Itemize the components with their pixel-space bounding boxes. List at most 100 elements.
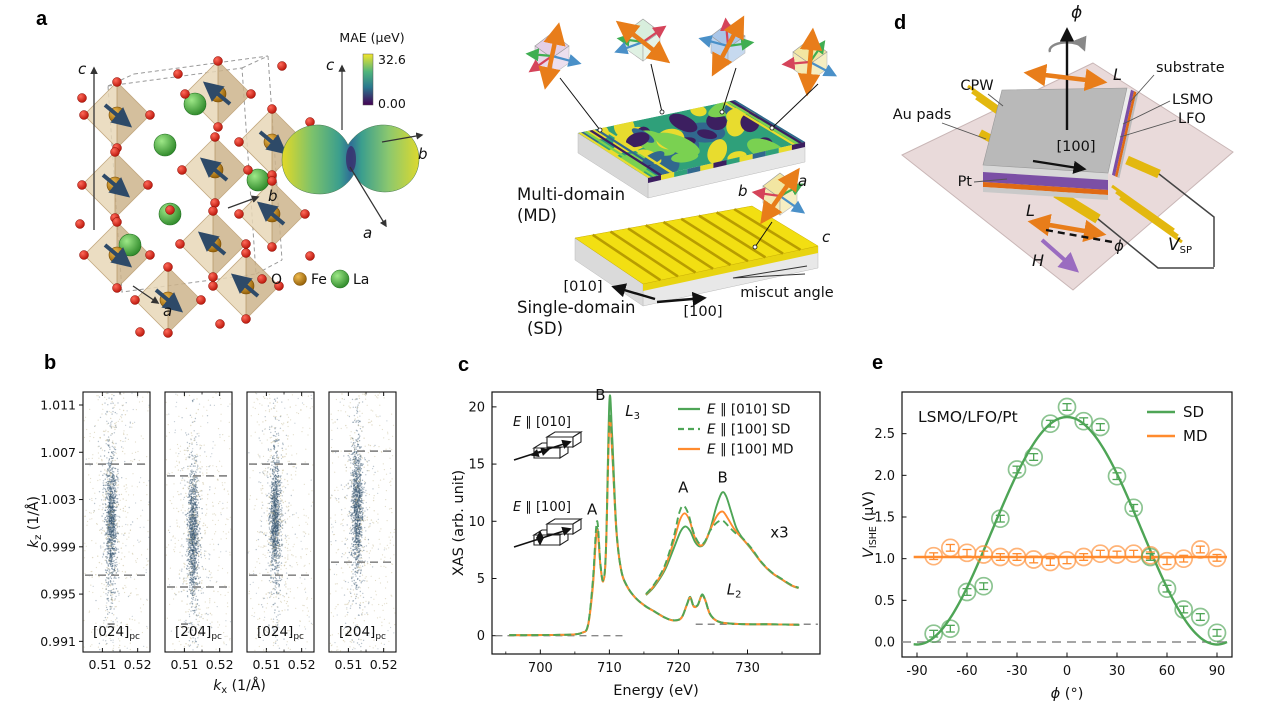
- sd-data-point: [990, 509, 1010, 529]
- o-atom: [163, 328, 173, 338]
- au-pads-label: Au pads: [893, 107, 952, 123]
- domain-orientation-cube: [781, 27, 838, 97]
- md-data-point: [1057, 550, 1077, 570]
- atom-legend: O Fe La: [257, 269, 369, 289]
- au-strip: [1111, 184, 1175, 232]
- sd-cube-b-label: b: [738, 182, 748, 200]
- o-atom: [163, 262, 173, 272]
- sd-data-point: [1124, 498, 1144, 518]
- legend-la-label: La: [353, 272, 369, 288]
- mae-axis-a: a: [363, 224, 372, 242]
- multi-domain-label: Multi-domain: [517, 185, 625, 204]
- panel-label-c: c: [458, 354, 470, 376]
- L-bottom-label: L: [1026, 201, 1035, 220]
- e-100-geometry-icon: E ∥ [100]: [513, 500, 583, 548]
- md-data-point: [1024, 550, 1044, 569]
- spin-arrow: [197, 231, 227, 256]
- o-atom: [305, 251, 315, 261]
- md-data-point: [1090, 544, 1110, 564]
- rsm-subpanel: 0.51 0.52 [02̅4]pc: [82, 391, 152, 672]
- neel-vector-arrow: [797, 27, 823, 97]
- o-atom: [79, 250, 89, 260]
- o-atom: [112, 77, 122, 87]
- o-atom: [210, 198, 220, 208]
- sd-data-point: [974, 576, 994, 596]
- rsm-subpanel: 0.51 0.52 [2̅04]pc: [164, 391, 234, 672]
- au-strip: [1115, 190, 1179, 238]
- axis-b-label: b: [268, 187, 278, 205]
- y-tick-label: 15: [468, 458, 485, 473]
- md-data-point: [957, 543, 977, 563]
- reflection-label: [024]pc: [257, 624, 304, 642]
- inset-peak-b-label: B: [717, 468, 727, 486]
- y-tick-label: 0.995: [40, 587, 76, 602]
- legend-label: E ∥ [010] SD: [707, 402, 790, 418]
- md-data-point: [1207, 548, 1227, 568]
- x-axis-label: kx (1/Å): [213, 677, 266, 696]
- sample-stack-label: LSMO/LFO/Pt: [918, 408, 1018, 426]
- o-atom: [196, 295, 206, 305]
- spin-arrow: [103, 243, 133, 268]
- l3-edge-label: L3: [625, 402, 640, 422]
- reflection-label: [2̅04]pc: [175, 623, 222, 642]
- rotation-arc: [1048, 35, 1087, 53]
- x-axis-label: ϕ (°): [1051, 686, 1084, 702]
- sd-data-point: [1190, 607, 1210, 627]
- neel-vector-arrow: [538, 22, 566, 90]
- o-atom: [208, 272, 218, 282]
- sd-data-point: [1140, 547, 1160, 567]
- x-tick-label: -90: [906, 664, 927, 679]
- domain-orientation-cube: [525, 22, 582, 90]
- e-010-geometry-icon: E ∥ [010]: [513, 415, 583, 461]
- panel-a-crystal-structure: c b a c b a MAE (μeV) 32.6 0.00 O Fe La: [75, 30, 428, 338]
- o-atom: [130, 295, 140, 305]
- spin-arrow: [202, 81, 232, 106]
- unit-cell-dashed: [107, 55, 283, 293]
- x-tick-label: 0.52: [370, 657, 398, 672]
- colorbar-max: 32.6: [378, 52, 406, 67]
- phi-top-label: ϕ: [1071, 3, 1082, 23]
- phi-bottom-label: ϕ: [1114, 237, 1124, 255]
- spin-arrow: [258, 130, 288, 155]
- sd-data-point: [940, 619, 960, 639]
- y-axis-label: XAS (arb. unit): [451, 470, 467, 576]
- o-atom: [173, 69, 183, 79]
- peak-b-label: B: [595, 386, 605, 404]
- lfo-label: LFO: [1178, 111, 1206, 127]
- y-tick-label: 0: [477, 629, 485, 644]
- x-tick-label: -30: [1006, 664, 1027, 679]
- spin-arrow: [101, 173, 131, 198]
- sd-data-point: [1024, 447, 1044, 467]
- spin-arrow: [154, 288, 184, 313]
- dir-100-arrow: [656, 291, 707, 307]
- sd-data-point: [1107, 466, 1127, 486]
- xas-series: [645, 510, 799, 596]
- o-atom: [175, 239, 185, 249]
- x-tick-label: 0.51: [334, 657, 362, 672]
- crystal-axes: [90, 66, 260, 304]
- y-tick-label: 1.011: [40, 398, 76, 413]
- x3-scale-label: x3: [770, 523, 788, 541]
- o-atom: [234, 137, 244, 147]
- o-atom: [75, 219, 85, 229]
- dir-100-label: [100]: [684, 304, 723, 320]
- neel-vector-arrow: [615, 20, 671, 64]
- y-tick-label: 0.999: [40, 539, 76, 554]
- miscut-angle-label: miscut angle: [740, 285, 833, 301]
- o-atom: [180, 89, 190, 99]
- xas-series: [509, 412, 800, 637]
- e-100-geometry-icon-label: E ∥ [100]: [513, 500, 571, 515]
- panel-c-xas-spectra: 700 710 720 730 0 5 10 15 20 Energy (eV) XAS (arb.…: [451, 386, 821, 699]
- colorbar-title: MAE (μeV): [339, 30, 404, 45]
- colorbar-min: 0.00: [378, 96, 406, 111]
- sd-data-point: [1090, 417, 1110, 437]
- panel-label-b: b: [44, 352, 57, 374]
- vsp-wiring: [1097, 173, 1215, 269]
- dir-100-arrow: [1032, 159, 1087, 174]
- sd-data-point: [1040, 414, 1060, 434]
- dir-010-label: [010]: [564, 279, 603, 295]
- o-atom: [143, 180, 153, 190]
- sd-data-point: [1157, 579, 1177, 599]
- sd-data-point: [1007, 460, 1027, 479]
- substrate-label: substrate: [1156, 60, 1225, 76]
